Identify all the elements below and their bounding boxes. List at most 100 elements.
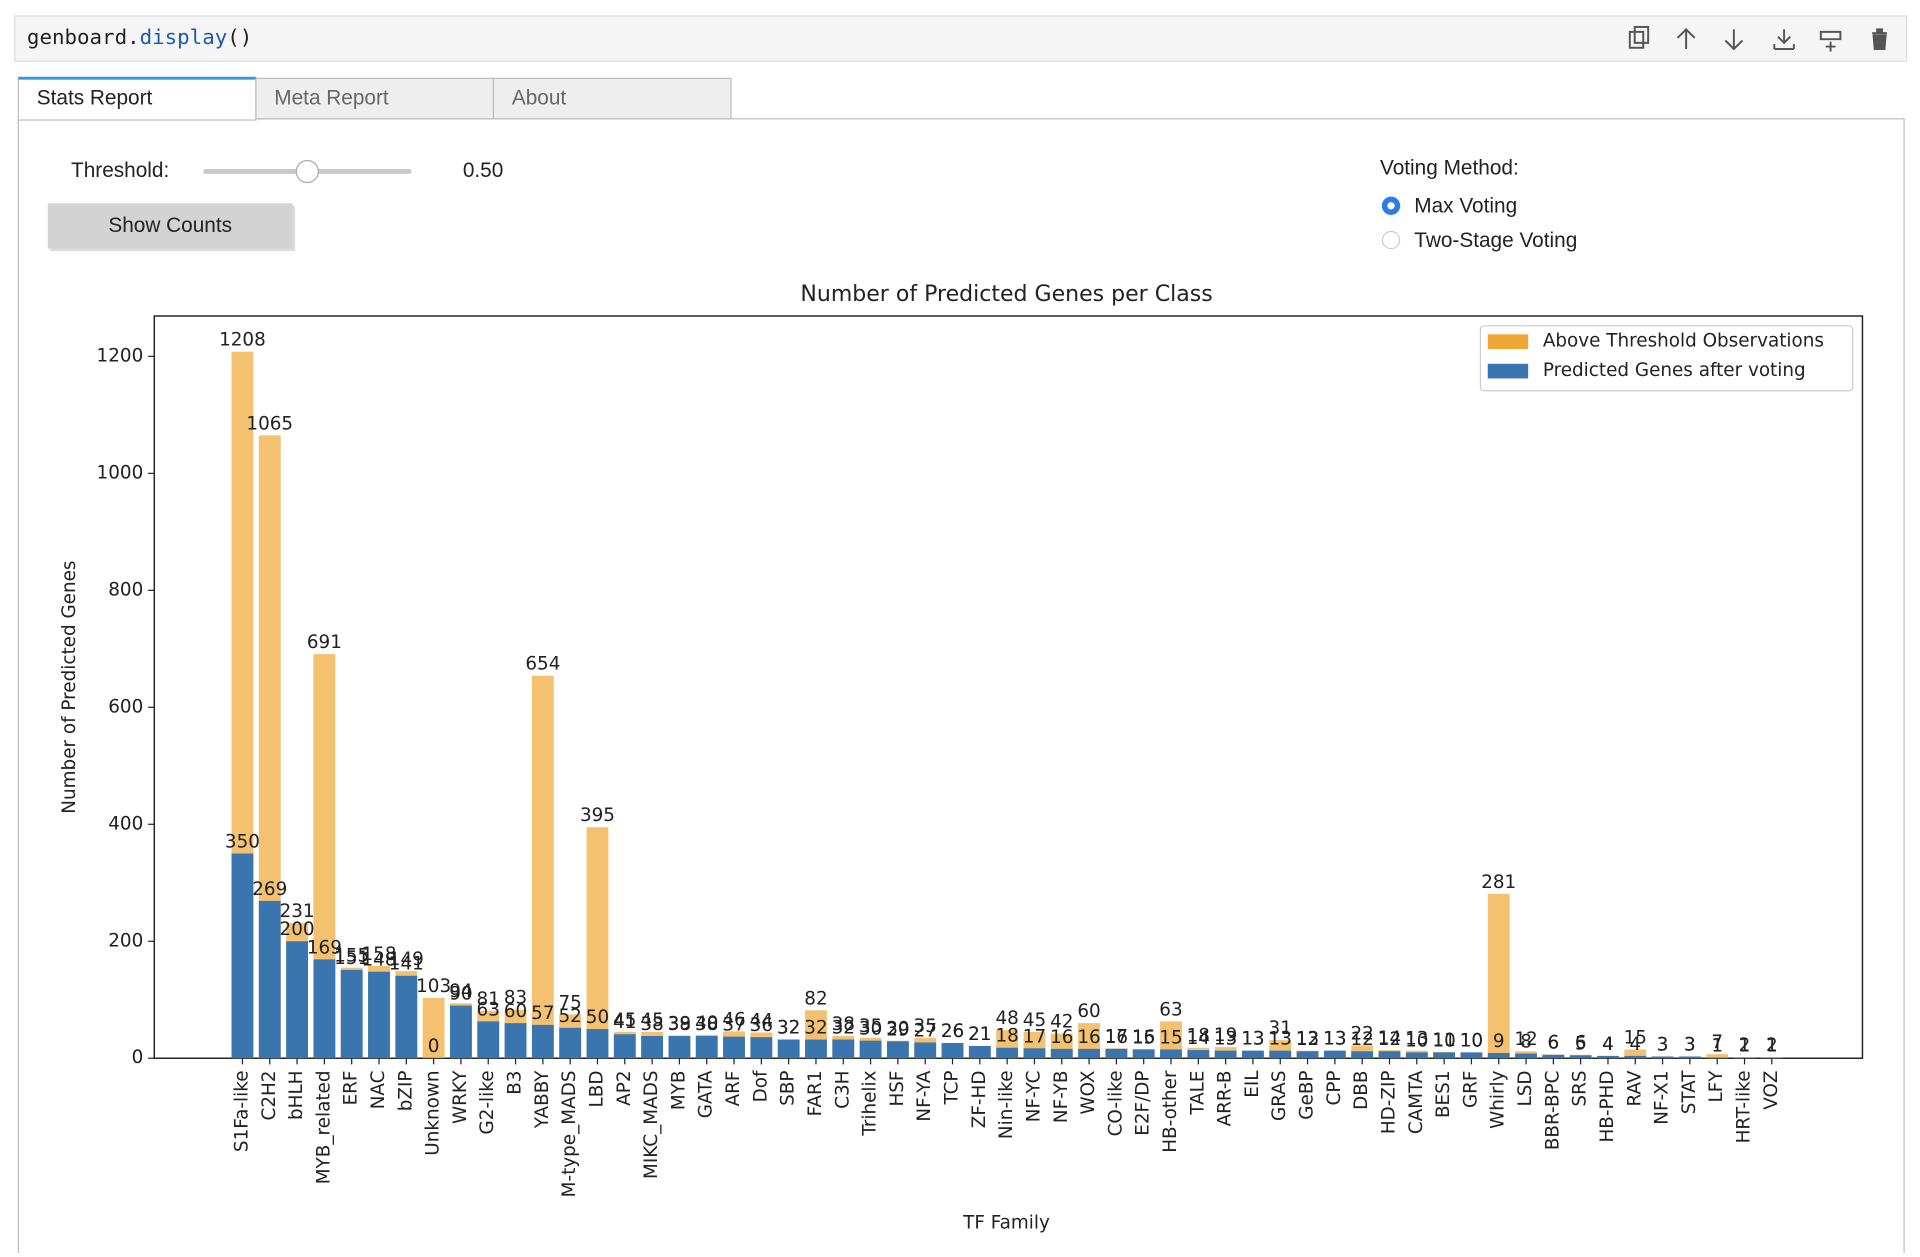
- bar: [1624, 1055, 1647, 1059]
- value-label: 38: [640, 1014, 663, 1035]
- radio[interactable]: [1381, 230, 1401, 250]
- bar: [477, 1021, 500, 1059]
- value-label: 52: [558, 1006, 581, 1027]
- value-label: 94: [449, 981, 472, 1002]
- value-label: 19: [1214, 1025, 1237, 1046]
- value-label: 32: [832, 1018, 855, 1039]
- legend-box: [1479, 325, 1854, 392]
- value-label: 32: [777, 1018, 800, 1039]
- chart: Number of Predicted Genes per Class Numb…: [59, 282, 1864, 1234]
- x-tick-label: GRAS: [1269, 1071, 1290, 1121]
- x-tick-label: HB-PHD: [1597, 1071, 1618, 1143]
- tab[interactable]: [17, 76, 257, 121]
- value-label: 63: [1159, 999, 1182, 1020]
- bar: [1323, 1050, 1346, 1059]
- bar: [1706, 1054, 1729, 1059]
- value-label: 3: [1657, 1034, 1669, 1055]
- bar: [1678, 1056, 1701, 1059]
- bar: [559, 1027, 582, 1059]
- value-label: 4: [1602, 1034, 1614, 1055]
- cell-input[interactable]: [14, 15, 1908, 62]
- value-label: 15: [1624, 1027, 1647, 1048]
- insert-above-icon[interactable]: [1819, 30, 1842, 52]
- x-tick-label: YABBY: [532, 1070, 553, 1130]
- move-down-icon[interactable]: [1724, 29, 1744, 51]
- value-label: 691: [307, 632, 342, 653]
- x-tick-label: LBD: [586, 1071, 607, 1108]
- delete-icon[interactable]: [1872, 28, 1887, 50]
- x-tick-label: HD-ZIP: [1378, 1071, 1399, 1135]
- value-label: 10: [1432, 1030, 1455, 1051]
- bar: [968, 1045, 991, 1059]
- x-tick-label: CPP: [1324, 1071, 1345, 1106]
- value-label: 155: [334, 946, 369, 967]
- value-label: 38: [832, 1014, 855, 1035]
- bar: [695, 1036, 718, 1059]
- bar: [340, 969, 363, 1059]
- bar: [1433, 1052, 1456, 1059]
- x-tick-label: E2F/DP: [1133, 1071, 1154, 1136]
- value-label: 1: [1711, 1036, 1723, 1057]
- value-label: 46: [722, 1009, 745, 1030]
- bar: [1651, 1056, 1674, 1059]
- value-label: 12: [1378, 1029, 1401, 1050]
- bar: [1187, 1050, 1210, 1059]
- value-label: 10: [1405, 1030, 1428, 1051]
- show-counts-button[interactable]: [47, 203, 293, 249]
- bar: [1132, 1049, 1155, 1059]
- value-label: 14: [1378, 1028, 1401, 1049]
- x-axis-label: TF Family: [962, 1213, 1050, 1234]
- chart-title: Number of Predicted Genes per Class: [800, 282, 1212, 307]
- x-tick-label: GRF: [1460, 1071, 1481, 1109]
- bar: [1242, 1050, 1264, 1059]
- y-tick-label: 1200: [97, 345, 144, 366]
- value-label: 350: [225, 832, 260, 853]
- value-label: 169: [307, 937, 342, 958]
- value-label: 8: [1520, 1032, 1532, 1053]
- value-label: 18: [1187, 1026, 1210, 1047]
- value-label: 12: [1350, 1029, 1373, 1050]
- x-tick-label: ERF: [341, 1071, 362, 1106]
- bar: [368, 971, 390, 1059]
- x-tick-label: NF-YC: [1023, 1071, 1044, 1123]
- bar: [1296, 1051, 1319, 1059]
- x-tick-label: EIL: [1242, 1070, 1263, 1098]
- value-label: 13: [1214, 1029, 1237, 1050]
- legend-swatch: [1487, 363, 1529, 379]
- value-label: 38: [695, 1014, 718, 1035]
- value-label: 1065: [246, 413, 293, 434]
- bar: [1460, 1052, 1483, 1059]
- x-tick-label: Dof: [750, 1070, 771, 1102]
- bar: [641, 1036, 664, 1059]
- value-label: 26: [941, 1021, 964, 1042]
- value-label: 141: [389, 954, 424, 975]
- bar: [1378, 1051, 1401, 1059]
- bar: [1760, 1057, 1783, 1059]
- y-tick-label: 600: [108, 696, 143, 717]
- x-tick-label: MIKC_MADS: [641, 1071, 662, 1179]
- value-label: 4: [1602, 1034, 1614, 1055]
- move-up-icon[interactable]: [1676, 28, 1696, 49]
- value-label: 13: [1241, 1029, 1264, 1050]
- x-tick-label: M-type_MADS: [559, 1071, 580, 1198]
- value-label: 395: [580, 805, 615, 826]
- value-label: 654: [525, 654, 560, 675]
- value-label: 40: [695, 1013, 718, 1034]
- bar: [723, 1036, 745, 1059]
- value-label: 32: [777, 1018, 800, 1039]
- bar: [1624, 1049, 1647, 1059]
- value-label: 13: [1405, 1029, 1428, 1050]
- value-label: 2: [1739, 1035, 1751, 1056]
- x-tick-label: C2H2: [259, 1071, 280, 1121]
- x-tick-label: NF-YB: [1051, 1071, 1072, 1124]
- value-label: 16: [1077, 1027, 1100, 1048]
- insert-below-icon[interactable]: [1773, 29, 1795, 50]
- bar: [886, 1041, 909, 1059]
- value-label: 13: [1241, 1029, 1264, 1050]
- duplicate-icon[interactable]: [1628, 25, 1650, 49]
- slider-handle[interactable]: [295, 159, 319, 184]
- value-label: 103: [416, 976, 451, 997]
- tab[interactable]: [492, 77, 732, 120]
- bar: [1351, 1051, 1374, 1059]
- bar: [313, 654, 336, 1059]
